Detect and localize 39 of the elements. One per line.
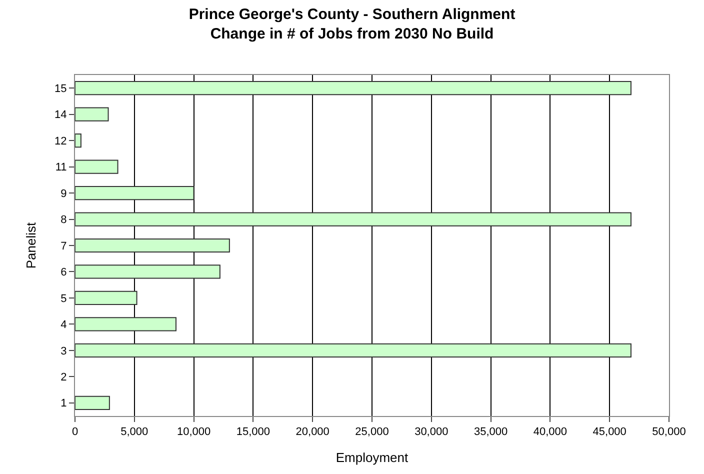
y-tick-label: 11 [55,162,67,174]
y-tick-label: 4 [60,319,67,332]
y-tick-label: 5 [60,292,67,305]
y-tick-label: 1 [60,398,67,410]
y-tick-label: 9 [60,188,67,200]
x-tick-label: 15,000 [236,426,270,438]
x-tick-label: 10,000 [176,426,211,438]
x-tick-label: 45,000 [592,426,626,438]
bar [75,107,109,122]
bar [75,238,230,253]
bar [75,186,194,200]
x-tick-label: 35,000 [474,426,508,438]
x-axis-title: Employment [336,450,409,465]
y-tick-label: 7 [60,240,67,252]
y-tick-label: 14 [54,109,67,122]
y-tick-label: 15 [54,82,67,95]
y-tick-label: 6 [60,266,67,279]
bar [75,264,220,279]
bar [75,290,138,306]
bar [75,396,110,410]
bar [75,212,632,226]
x-tick-label: 25,000 [355,426,389,438]
y-tick-label: 3 [60,345,67,358]
x-tick-label: 0 [72,426,78,438]
x-tick-label: 50,000 [652,426,686,438]
chart-title: Prince George's County - Southern Alignment Change in # of Jobs from 2030 No Build [188,6,516,42]
y-tick-label: 12 [54,135,67,148]
bar [75,343,632,358]
x-tick-label: 30,000 [414,426,448,438]
y-axis-title: Panelist [24,222,38,269]
bar [75,160,118,174]
y-tick-label: 8 [60,214,67,226]
x-tick-label: 40,000 [533,426,568,438]
x-tick-label: 20,000 [296,426,330,438]
bar [75,81,632,96]
bar [75,134,82,148]
bar [75,317,176,332]
y-tick-label: 2 [60,372,67,384]
x-tick-label: 5,000 [120,426,148,438]
